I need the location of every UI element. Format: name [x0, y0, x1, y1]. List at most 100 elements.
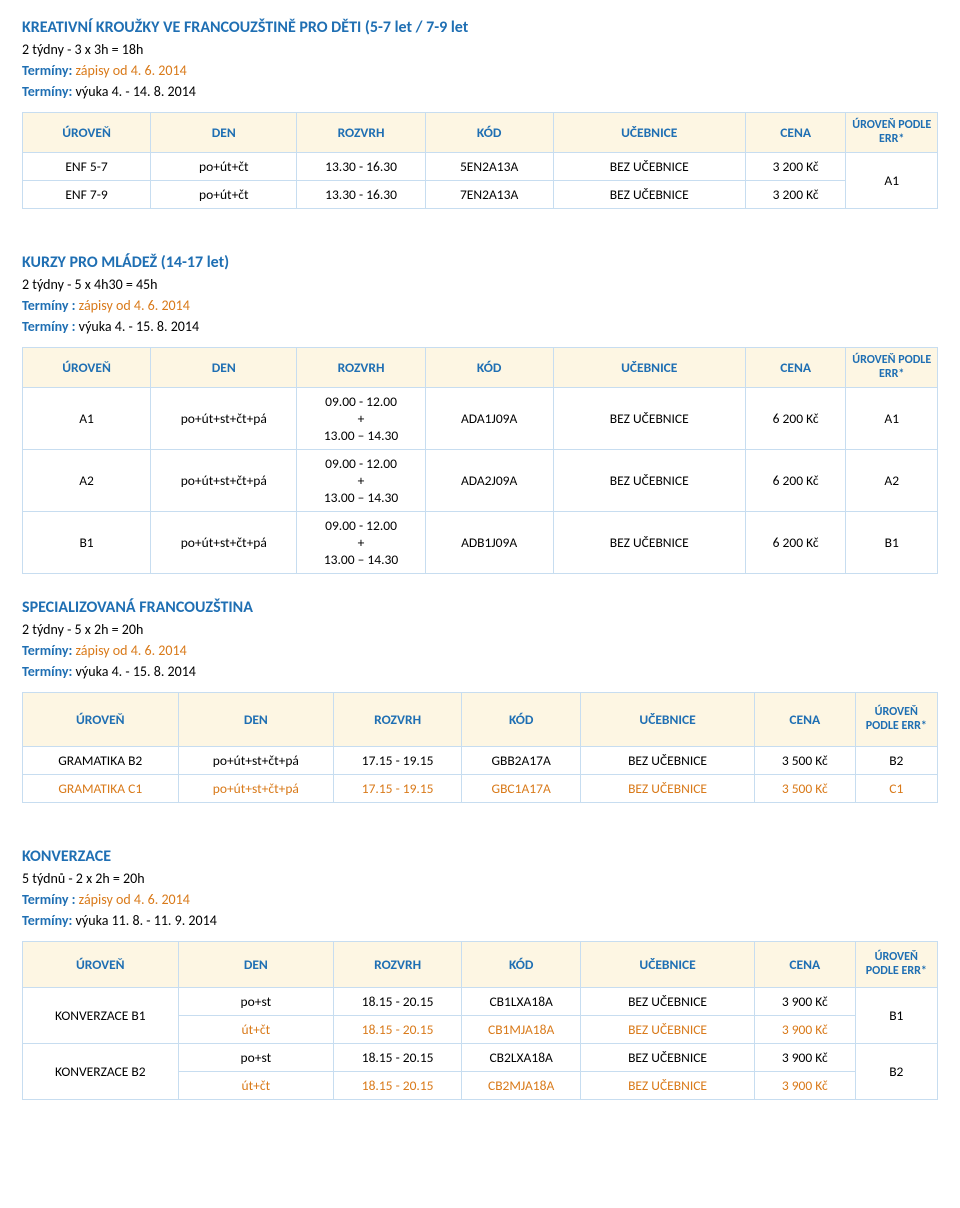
cell: 18.15 - 20.15	[334, 1071, 462, 1099]
cell: BEZ UČEBNICE	[553, 387, 745, 449]
table-header-row: ÚROVEŇ DEN ROZVRH KÓD UČEBNICE CENA ÚROV…	[23, 941, 938, 987]
col-err: ÚROVEŇ PODLE ERR*	[855, 692, 937, 746]
terminy-line: Termíny: zápisy od 4. 6. 2014	[22, 640, 938, 661]
cell: B1	[23, 511, 151, 573]
terminy-label: Termíny:	[22, 62, 72, 79]
table-row: A1 po+út+st+čt+pá 09.00 - 12.00 + 13.00 …	[23, 387, 938, 449]
cell: GBB2A17A	[462, 746, 581, 774]
terminy-label: Termíny :	[22, 318, 76, 335]
cell: BEZ UČEBNICE	[581, 774, 755, 802]
cell: BEZ UČEBNICE	[553, 511, 745, 573]
cell: po+st	[178, 987, 334, 1015]
col-kod: KÓD	[425, 113, 553, 153]
terminy-value: výuka 4. - 14. 8. 2014	[72, 83, 196, 100]
col-rozvrh: ROZVRH	[297, 113, 425, 153]
cell: po+út+čt	[151, 180, 297, 208]
table-header-row: ÚROVEŇ DEN ROZVRH KÓD UČEBNICE CENA ÚROV…	[23, 692, 938, 746]
table-row: ENF 7-9 po+út+čt 13.30 - 16.30 7EN2A13A …	[23, 180, 938, 208]
cell: po+út+čt	[151, 152, 297, 180]
cell: 18.15 - 20.15	[334, 1015, 462, 1043]
cell: 6 200 Kč	[745, 511, 846, 573]
table-row: KONVERZACE B1 po+st 18.15 - 20.15 CB1LXA…	[23, 987, 938, 1015]
cell-err: C1	[855, 774, 937, 802]
col-kod: KÓD	[425, 347, 553, 387]
section-title: SPECIALIZOVANÁ FRANCOUZŠTINA	[22, 598, 938, 617]
cell: A2	[23, 449, 151, 511]
cell-err: A1	[846, 152, 938, 208]
col-rozvrh: ROZVRH	[334, 941, 462, 987]
schedule-line: 2 týdny - 3 x 3h = 18h	[22, 39, 938, 60]
col-den: DEN	[178, 692, 334, 746]
section-title: KURZY PRO MLÁDEŽ (14-17 let)	[22, 253, 938, 272]
terminy-value: zápisy od 4. 6. 2014	[72, 642, 186, 659]
cell: po+út+st+čt+pá	[178, 746, 334, 774]
col-err: ÚROVEŇ PODLE ERR*	[846, 113, 938, 153]
cell: 6 200 Kč	[745, 387, 846, 449]
cell: CB2MJA18A	[462, 1071, 581, 1099]
col-den: DEN	[151, 113, 297, 153]
cell: CB2LXA18A	[462, 1043, 581, 1071]
terminy-label: Termíny :	[22, 297, 76, 314]
cell: po+út+st+čt+pá	[151, 511, 297, 573]
terminy-label: Termíny:	[22, 912, 72, 929]
terminy-value: výuka 4. - 15. 8. 2014	[72, 663, 196, 680]
cell: 5EN2A13A	[425, 152, 553, 180]
terminy-label: Termíny:	[22, 83, 72, 100]
col-uroven: ÚROVEŇ	[23, 941, 179, 987]
table-row: ENF 5-7 po+út+čt 13.30 - 16.30 5EN2A13A …	[23, 152, 938, 180]
cell: 3 900 Kč	[754, 1043, 855, 1071]
cell: ADA1J09A	[425, 387, 553, 449]
cell: CB1LXA18A	[462, 987, 581, 1015]
cell: ADA2J09A	[425, 449, 553, 511]
cell: GRAMATIKA C1	[23, 774, 179, 802]
col-ucebnice: UČEBNICE	[553, 113, 745, 153]
terminy-value: zápisy od 4. 6. 2014	[76, 891, 190, 908]
table-row: A2 po+út+st+čt+pá 09.00 - 12.00 + 13.00 …	[23, 449, 938, 511]
cell: 6 200 Kč	[745, 449, 846, 511]
cell: 7EN2A13A	[425, 180, 553, 208]
terminy-line: Termíny: výuka 4. - 15. 8. 2014	[22, 661, 938, 682]
terminy-line: Termíny : zápisy od 4. 6. 2014	[22, 889, 938, 910]
col-kod: KÓD	[462, 941, 581, 987]
section-title: KREATIVNÍ KROUŽKY VE FRANCOUZŠTINĚ PRO D…	[22, 18, 938, 37]
terminy-label: Termíny:	[22, 642, 72, 659]
section-konverzace: KONVERZACE 5 týdnů - 2 x 2h = 20h Termín…	[22, 847, 938, 1100]
col-rozvrh: ROZVRH	[334, 692, 462, 746]
cell: BEZ UČEBNICE	[553, 152, 745, 180]
courses-table: ÚROVEŇ DEN ROZVRH KÓD UČEBNICE CENA ÚROV…	[22, 941, 938, 1100]
cell: BEZ UČEBNICE	[581, 746, 755, 774]
col-uroven: ÚROVEŇ	[23, 113, 151, 153]
col-cena: CENA	[754, 692, 855, 746]
cell-err: B2	[855, 746, 937, 774]
col-den: DEN	[151, 347, 297, 387]
cell: BEZ UČEBNICE	[581, 1071, 755, 1099]
cell: 17.15 - 19.15	[334, 774, 462, 802]
cell: 09.00 - 12.00 + 13.00 – 14.30	[297, 449, 425, 511]
cell: 09.00 - 12.00 + 13.00 – 14.30	[297, 511, 425, 573]
section-title: KONVERZACE	[22, 847, 938, 866]
courses-table: ÚROVEŇ DEN ROZVRH KÓD UČEBNICE CENA ÚROV…	[22, 112, 938, 209]
cell: A1	[23, 387, 151, 449]
cell-level: KONVERZACE B1	[23, 987, 179, 1043]
cell: GBC1A17A	[462, 774, 581, 802]
cell: GRAMATIKA B2	[23, 746, 179, 774]
cell: 3 200 Kč	[745, 152, 846, 180]
cell: BEZ UČEBNICE	[581, 987, 755, 1015]
cell: po+út+st+čt+pá	[178, 774, 334, 802]
cell: BEZ UČEBNICE	[581, 1043, 755, 1071]
cell: 18.15 - 20.15	[334, 1043, 462, 1071]
cell: po+út+st+čt+pá	[151, 387, 297, 449]
cell: po+út+st+čt+pá	[151, 449, 297, 511]
cell: 3 200 Kč	[745, 180, 846, 208]
cell: ENF 7-9	[23, 180, 151, 208]
table-header-row: ÚROVEŇ DEN ROZVRH KÓD UČEBNICE CENA ÚROV…	[23, 347, 938, 387]
section-kreativni: KREATIVNÍ KROUŽKY VE FRANCOUZŠTINĚ PRO D…	[22, 18, 938, 209]
table-row: KONVERZACE B2 po+st 18.15 - 20.15 CB2LXA…	[23, 1043, 938, 1071]
cell: út+čt	[178, 1071, 334, 1099]
terminy-line: Termíny: výuka 4. - 14. 8. 2014	[22, 81, 938, 102]
courses-table: ÚROVEŇ DEN ROZVRH KÓD UČEBNICE CENA ÚROV…	[22, 692, 938, 803]
cell: 13.30 - 16.30	[297, 152, 425, 180]
schedule-line: 2 týdny - 5 x 4h30 = 45h	[22, 274, 938, 295]
col-cena: CENA	[745, 347, 846, 387]
table-row: B1 po+út+st+čt+pá 09.00 - 12.00 + 13.00 …	[23, 511, 938, 573]
